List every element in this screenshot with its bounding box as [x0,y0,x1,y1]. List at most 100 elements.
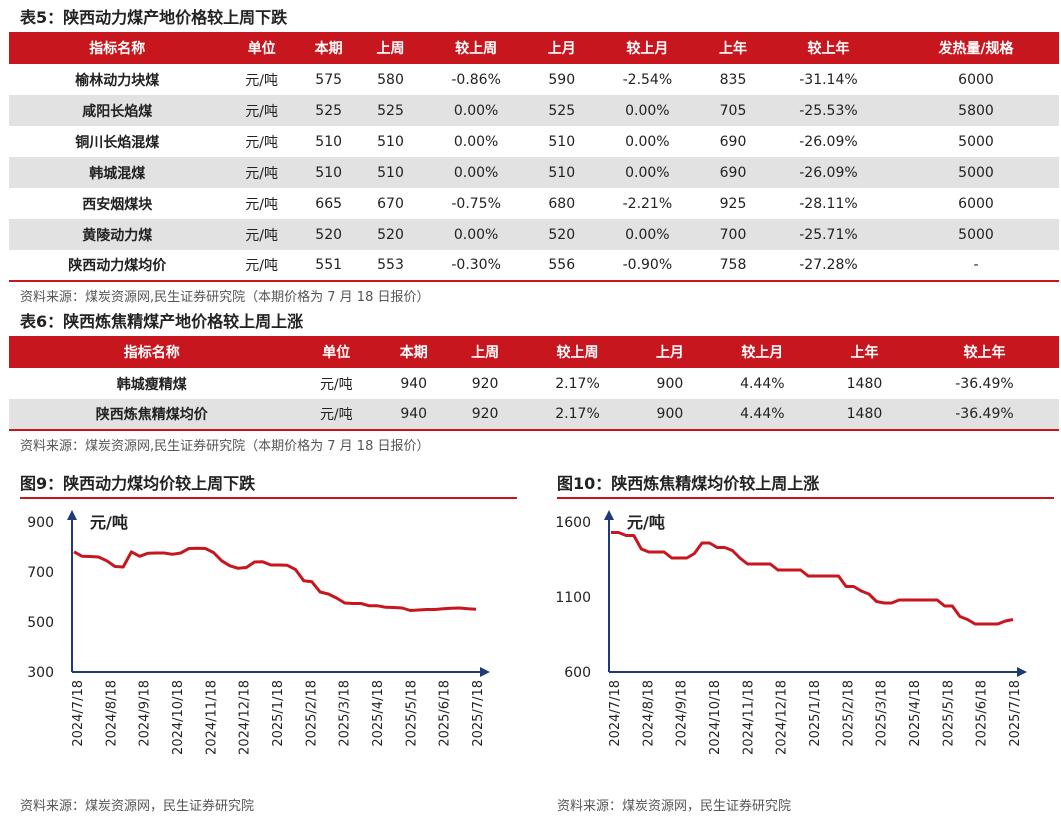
row-label: 韩城混煤 [9,157,226,188]
table-cell: -36.49% [909,399,1059,431]
table-cell: 575 [315,71,343,88]
x-tick-label: 2025/1/18 [808,680,823,747]
table-cell: 510 [359,157,422,188]
table-cell: 元/吨 [294,399,379,431]
row-label: 咸阳长焰煤 [9,95,226,126]
y-axis-arrow [604,510,614,520]
table5: 指标名称 单位 本期 上周 较上周 上月 较上月 上年 较上年 发热量/规格 榆林动力块煤 元/吨 5… [9,32,1059,282]
table-cell: 920 [449,399,521,431]
table-row: 黄陵动力煤 元/吨 520 520 0.00% 520 0.00% 700 -25.71% 500… [9,219,1059,250]
table-cell: 900 [656,375,684,392]
y-tick-label: 300 [27,665,54,681]
table-cell: 525 [359,95,422,126]
table-cell: 元/吨 [245,72,278,89]
table-cell: 元/吨 [245,134,278,151]
table-cell: 4.44% [740,375,785,392]
col-header: 上周 [359,32,422,64]
table-cell: -2.21% [622,195,673,212]
y-tick-label: 1100 [557,590,591,606]
x-tick-label: 2025/7/18 [471,680,486,747]
table-cell: 520 [359,219,422,250]
fig10-chart: 600 1100 1600 元/吨 2024/7/18 2024/8/18 2024/9/1… [555,500,1054,794]
table-cell: -25.53% [763,95,893,126]
col-header: 较上周 [421,32,531,64]
table-cell: 510 [297,157,360,188]
table-cell: 705 [702,95,764,126]
table-cell: -25.71% [763,219,893,250]
table5-source: 资料来源：煤炭资源网,民生证券研究院（本期价格为 7 月 18 日报价） [20,290,430,305]
series-line [611,531,1014,626]
x-axis-arrow [480,667,490,677]
x-tick-label: 2024/9/18 [675,680,690,747]
col-header: 上月 [634,336,706,368]
x-tick-label: 2025/6/18 [438,680,453,747]
table-cell: 556 [530,250,593,282]
table-cell: 680 [548,195,576,212]
table-cell: 758 [702,250,764,282]
table-row: 西安烟煤块 元/吨 665 670 -0.75% 680 -2.21% 925 -28.11% 6… [9,188,1059,219]
table-cell: 665 [315,195,343,212]
x-tick-label: 2025/4/18 [908,680,923,747]
x-tick-label: 2025/1/18 [271,680,286,747]
col-header: 指标名称 [9,32,226,64]
col-header: 上年 [702,32,764,64]
table-cell: -36.49% [955,375,1014,392]
col-header: 上年 [819,336,910,368]
table-cell: 5800 [893,95,1059,126]
y-tick-label: 700 [27,565,54,581]
col-header: 上月 [530,32,593,64]
table-cell: 510 [377,133,404,150]
table-row: 铜川长焰混煤 元/吨 510 510 0.00% 510 0.00% 690 -26.09% 50… [9,126,1059,157]
y-tick-label: 500 [27,615,54,631]
table-cell: 0.00% [592,157,703,188]
col-header: 发热量/规格 [893,32,1059,64]
col-header: 指标名称 [9,336,295,368]
col-header: 较上年 [909,336,1059,368]
x-tick-label: 2024/8/18 [104,680,119,747]
table-row: 韩城混煤 元/吨 510 510 0.00% 510 0.00% 690 -26.09% 5000 [9,157,1059,188]
x-tick-label: 2024/11/18 [741,680,756,755]
y-tick-label: 1600 [557,515,591,531]
series-line [73,546,477,612]
table-cell: 520 [530,219,593,250]
table-cell: 900 [634,399,706,431]
table-cell: 0.00% [421,219,531,250]
table-cell: 元/吨 [225,219,298,250]
table-cell: 1480 [846,375,883,392]
table-cell: -0.30% [421,250,531,282]
table-cell: -26.09% [763,157,893,188]
table-cell: 525 [530,95,593,126]
table-cell: 510 [315,133,343,150]
table-cell: -26.09% [799,133,858,150]
x-tick-label: 2024/7/18 [608,680,623,747]
table-cell: 6000 [958,71,994,88]
col-header: 本期 [378,336,450,368]
x-tick-label: 2025/3/18 [875,680,890,747]
fig10-svg: 600 1100 1600 元/吨 2024/7/18 2024/8/18 2024/9/1… [555,510,1027,755]
table-row: 咸阳长焰煤 元/吨 525 525 0.00% 525 0.00% 705 -25.53% 580… [9,95,1059,126]
table-row: 韩城瘦精煤 元/吨 940 920 2.17% 900 4.44% 1480 -36.49% [9,368,1059,399]
unit-label: 元/吨 [90,513,128,532]
table-cell: 元/吨 [225,250,298,282]
table-cell: 0.00% [592,95,703,126]
fig9-svg: 300 500 700 900 元/吨 2024/7/18 2024/8/18 2024/9/… [27,510,490,755]
table-cell: 670 [377,195,404,212]
fig9-source: 资料来源：煤炭资源网，民生证券研究院 [20,799,255,814]
y-axis-arrow [67,510,77,520]
table-cell: 5000 [893,219,1059,250]
x-tick-label: 2024/9/18 [138,680,153,747]
table-cell: 5000 [958,133,994,150]
row-label: 榆林动力块煤 [75,72,160,89]
x-tick-label: 2024/7/18 [71,680,86,747]
col-header: 较上月 [705,336,820,368]
x-tick-label: 2025/3/18 [338,680,353,747]
row-label: 黄陵动力煤 [9,219,226,250]
table-cell: 525 [297,95,360,126]
table-row: 陕西炼焦精煤均价 元/吨 940 920 2.17% 900 4.44% 1480 -36.49… [9,399,1059,431]
table-cell: 2.17% [555,375,600,392]
fig9-chart: 300 500 700 900 元/吨 2024/7/18 2024/8/18 2024/9/… [20,500,517,794]
table-cell: 6000 [958,195,994,212]
col-header: 上周 [449,336,521,368]
table-cell: 2.17% [520,399,635,431]
table-cell: -28.11% [799,195,858,212]
